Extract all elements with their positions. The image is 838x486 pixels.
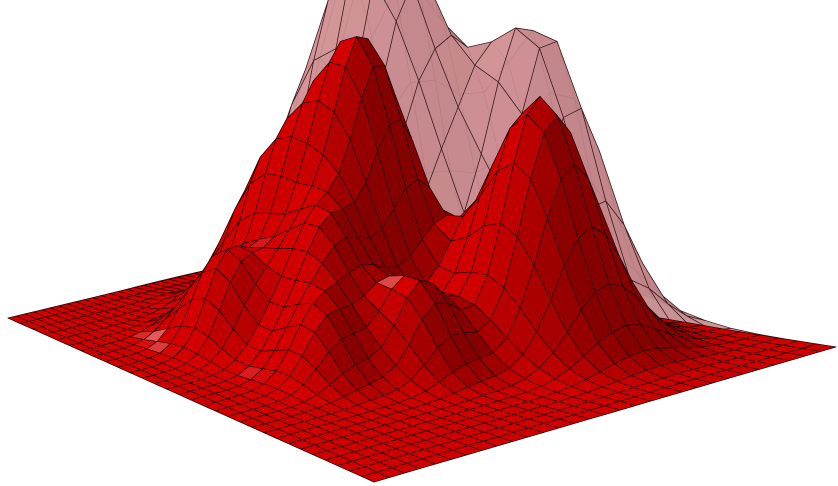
front-surface-mesh-cell	[361, 471, 390, 483]
front-red-surface	[7, 36, 837, 483]
